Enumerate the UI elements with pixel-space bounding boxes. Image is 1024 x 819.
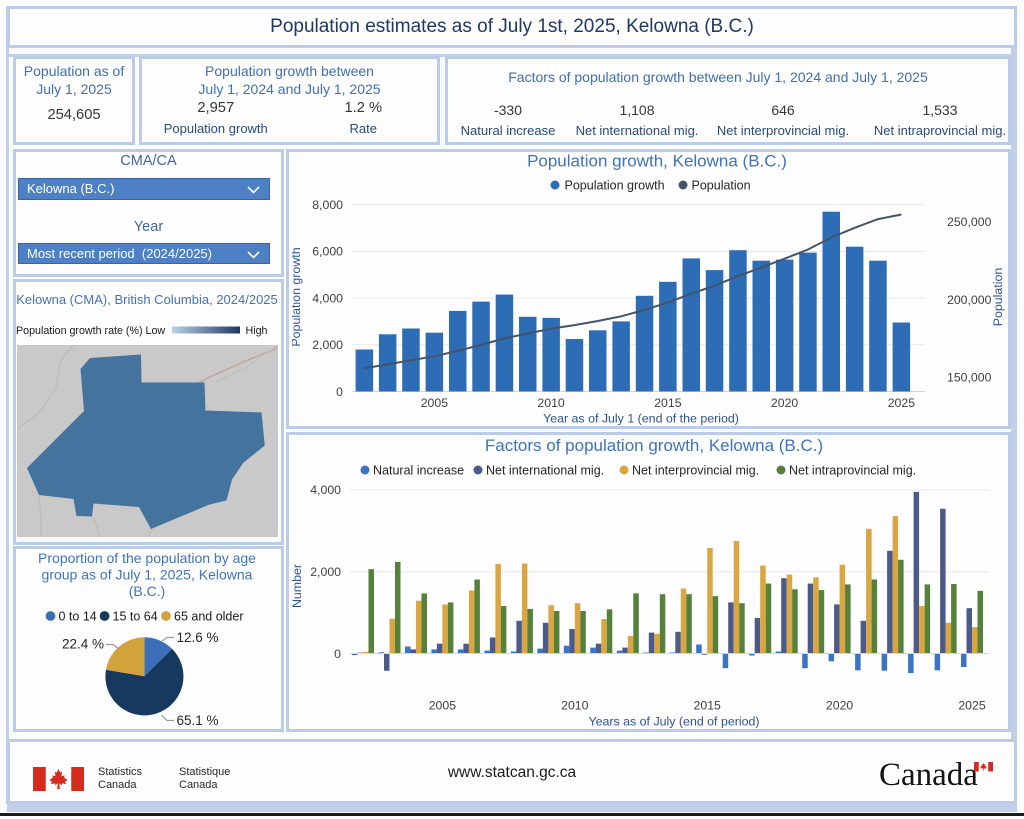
- svg-text:6,000: 6,000: [312, 245, 343, 259]
- svg-text:2020: 2020: [771, 396, 799, 410]
- svg-text:22.4 %: 22.4 %: [62, 637, 104, 652]
- svg-text:Net interprovincial mig.: Net interprovincial mig.: [632, 464, 759, 478]
- svg-text:4,000: 4,000: [312, 291, 343, 305]
- svg-text:150,000: 150,000: [947, 371, 992, 385]
- svg-text:0: 0: [334, 647, 341, 661]
- svg-text:200,000: 200,000: [947, 293, 992, 307]
- svg-text:2025: 2025: [958, 699, 986, 713]
- svg-text:Population: Population: [991, 268, 1005, 327]
- svg-text:2010: 2010: [561, 699, 589, 713]
- svg-text:Factors of population growth,: Factors of population growth, Kelowna (B…: [485, 436, 823, 455]
- svg-text:(B.C.): (B.C.): [129, 583, 166, 599]
- svg-text:12.6 %: 12.6 %: [177, 630, 219, 645]
- svg-text:Population growth: Population growth: [292, 247, 303, 346]
- svg-text:Natural increase: Natural increase: [373, 464, 464, 478]
- svg-text:250,000: 250,000: [947, 215, 992, 229]
- svg-text:Number: Number: [292, 564, 304, 608]
- svg-text:65 and older: 65 and older: [174, 610, 244, 624]
- svg-text:Years as of July (end of perio: Years as of July (end of period): [588, 715, 759, 729]
- svg-text:Population: Population: [692, 179, 751, 193]
- svg-text:15 to 64: 15 to 64: [113, 610, 158, 624]
- svg-text:2,000: 2,000: [312, 338, 343, 352]
- svg-text:Population growth, Kelowna (B.: Population growth, Kelowna (B.C.): [527, 152, 787, 171]
- svg-text:Low: Low: [146, 325, 166, 337]
- svg-text:2025: 2025: [888, 396, 916, 410]
- svg-text:4,000: 4,000: [310, 483, 341, 497]
- svg-text:2015: 2015: [694, 699, 722, 713]
- svg-text:Net intraprovincial mig.: Net intraprovincial mig.: [789, 464, 916, 478]
- svg-text:Proportion of the population b: Proportion of the population by age: [38, 550, 256, 566]
- svg-text:Population growth rate (%): Population growth rate (%): [16, 325, 143, 337]
- svg-text:2005: 2005: [429, 699, 457, 713]
- svg-text:2015: 2015: [654, 396, 682, 410]
- svg-text:2,000: 2,000: [310, 565, 341, 579]
- svg-text:Year as of July 1 (end of the: Year as of July 1 (end of the period): [543, 412, 739, 426]
- svg-text:2010: 2010: [537, 396, 565, 410]
- svg-text:8,000: 8,000: [312, 198, 343, 212]
- svg-text:2005: 2005: [421, 396, 449, 410]
- svg-text:Kelowna (CMA), British Columbi: Kelowna (CMA), British Columbia, 2024/20…: [16, 292, 278, 307]
- svg-text:Net international mig.: Net international mig.: [486, 464, 604, 478]
- svg-text:0: 0: [336, 385, 343, 399]
- svg-text:High: High: [246, 325, 268, 337]
- svg-text:0 to 14: 0 to 14: [59, 610, 97, 624]
- svg-text:Population growth: Population growth: [565, 179, 665, 193]
- svg-text:2020: 2020: [826, 699, 854, 713]
- svg-text:65.1 %: 65.1 %: [177, 713, 219, 728]
- svg-text:group as of July 1, 2025, Kelo: group as of July 1, 2025, Kelowna: [42, 567, 253, 583]
